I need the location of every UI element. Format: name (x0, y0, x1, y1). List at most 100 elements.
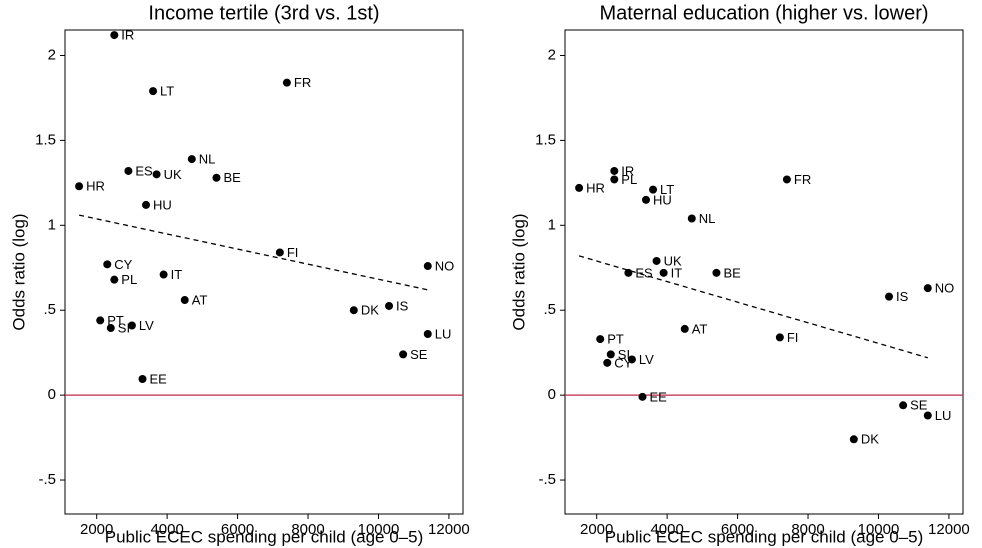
point-label: FR (794, 172, 811, 187)
data-point (603, 358, 612, 367)
data-point (624, 268, 633, 277)
y-tick-label: .5 (543, 301, 556, 318)
x-tick-label: 6000 (221, 521, 254, 538)
y-tick-label: 0 (548, 386, 556, 403)
data-point (606, 350, 615, 359)
point-label: FR (294, 75, 311, 90)
data-point (149, 87, 158, 96)
point-label: EE (149, 371, 167, 386)
point-label: FI (787, 330, 799, 345)
x-tick-label: 10000 (358, 521, 400, 538)
x-tick-label: 2000 (580, 521, 613, 538)
y-tick-label: 1.5 (535, 131, 556, 148)
data-point (75, 182, 84, 191)
fit-line (578, 255, 928, 359)
point-label: EE (649, 389, 667, 404)
y-tick-label: 1 (548, 216, 556, 233)
point-label: IS (896, 289, 909, 304)
point-label: PL (121, 272, 137, 287)
point-label: LU (435, 326, 452, 341)
point-label: PT (107, 313, 124, 328)
data-point (923, 411, 932, 420)
x-tick-label: 2000 (80, 521, 113, 538)
point-label: IT (171, 267, 183, 282)
point-label: IR (121, 28, 134, 43)
data-point (110, 275, 119, 284)
y-axis-title: Odds ratio (log) (509, 213, 528, 330)
data-point (96, 316, 105, 325)
point-label: LV (639, 352, 654, 367)
data-point (282, 78, 291, 87)
data-point (849, 435, 858, 444)
point-label: PT (607, 332, 624, 347)
data-point (110, 31, 119, 40)
point-label: LU (935, 408, 952, 423)
data-point (423, 262, 432, 271)
y-tick-label: .5 (43, 301, 56, 318)
chart-title: Maternal education (higher vs. lower) (599, 2, 928, 24)
x-tick-label: 12000 (928, 521, 970, 538)
data-point (642, 195, 651, 204)
point-label: SI (118, 320, 130, 335)
point-label: ES (135, 163, 153, 178)
point-label: HU (653, 192, 672, 207)
point-label: NO (435, 258, 455, 273)
point-label: HR (86, 179, 105, 194)
plot-frame (564, 29, 964, 515)
point-label: BE (723, 265, 741, 280)
data-point (638, 392, 647, 401)
data-point (423, 329, 432, 338)
data-point (106, 324, 115, 333)
data-point (687, 214, 696, 223)
point-label: SI (618, 347, 630, 362)
point-label: IT (671, 265, 683, 280)
y-tick-label: 2 (48, 46, 56, 63)
y-tick-label: 1.5 (35, 131, 56, 148)
point-label: NO (935, 281, 955, 296)
data-point (180, 296, 189, 305)
point-label: UK (664, 253, 682, 268)
plot-frame (64, 29, 464, 515)
x-tick-label: 4000 (150, 521, 183, 538)
fit-line (78, 214, 428, 291)
data-point (596, 335, 605, 344)
point-label: AT (692, 321, 708, 336)
point-label: SE (410, 347, 428, 362)
x-tick-label: 10000 (858, 521, 900, 538)
data-point (124, 166, 133, 175)
data-point (159, 270, 168, 279)
point-label: HR (586, 180, 605, 195)
data-point (899, 401, 908, 410)
point-label: DK (361, 303, 379, 318)
x-tick-label: 12000 (428, 521, 470, 538)
data-point (385, 301, 394, 310)
point-label: PL (621, 172, 637, 187)
point-label: LV (139, 318, 154, 333)
data-point (659, 268, 668, 277)
point-label: AT (192, 292, 208, 307)
x-tick-label: 8000 (791, 521, 824, 538)
point-label: FI (287, 245, 299, 260)
x-tick-label: 6000 (721, 521, 754, 538)
point-label: UK (164, 167, 182, 182)
data-point (152, 170, 161, 179)
data-point (399, 350, 408, 359)
point-label: NL (699, 211, 716, 226)
x-tick-label: 4000 (650, 521, 683, 538)
x-tick-label: 8000 (291, 521, 324, 538)
data-point (782, 175, 791, 184)
y-axis-title: Odds ratio (log) (9, 213, 28, 330)
data-point (610, 166, 619, 175)
y-tick-label: -.5 (38, 471, 56, 488)
x-axis-title: Public ECEC spending per child (age 0–5) (605, 527, 923, 546)
data-point (923, 284, 932, 293)
data-point (775, 333, 784, 342)
chart-title: Income tertile (3rd vs. 1st) (148, 2, 379, 24)
point-label: IR (621, 163, 634, 178)
data-point (349, 306, 358, 315)
y-tick-label: 1 (48, 216, 56, 233)
point-label: NL (199, 152, 216, 167)
data-point (103, 260, 112, 269)
data-point (275, 248, 284, 257)
